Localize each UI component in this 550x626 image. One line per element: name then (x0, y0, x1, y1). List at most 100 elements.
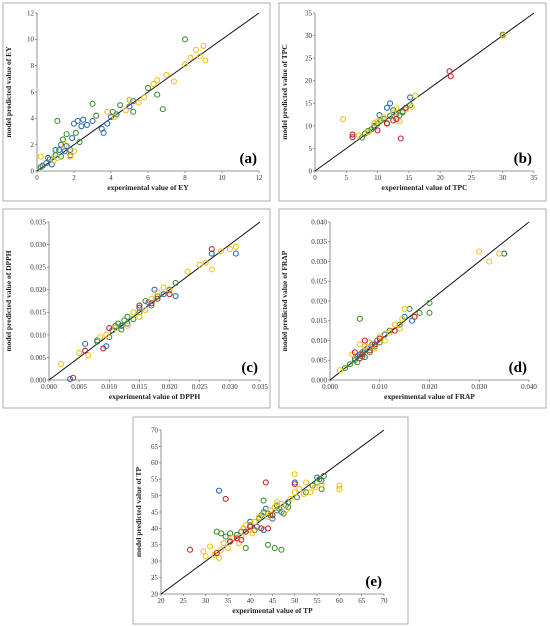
data-point-blue (67, 376, 74, 383)
data-point-yellow (356, 341, 363, 348)
x-tick-label: 25 (180, 597, 188, 605)
identity-line (48, 221, 261, 381)
y-tick-label: 20 (305, 77, 313, 85)
data-point-yellow (135, 99, 142, 106)
data-point-green (293, 494, 301, 501)
panel-label: (d) (509, 360, 527, 376)
data-point-blue (126, 103, 133, 110)
x-tick-label: 10 (374, 174, 382, 182)
data-point-green (115, 320, 122, 327)
x-tick-label: 0.020 (162, 383, 178, 391)
data-point-yellow (97, 334, 104, 341)
panel-label: (a) (240, 151, 258, 167)
data-point-yellow (154, 288, 161, 296)
data-point-green (63, 131, 70, 138)
y-tick-label: 15 (305, 100, 313, 108)
data-point-blue (381, 331, 388, 338)
data-point-yellow (112, 325, 119, 332)
data-point-yellow (390, 110, 397, 117)
data-point-yellow (381, 337, 388, 344)
y-tick-label: 2 (31, 141, 35, 149)
x-tick-label: 40 (247, 597, 255, 605)
data-point-yellow (160, 284, 167, 291)
y-tick-label: 8 (31, 62, 35, 70)
data-point-green (130, 316, 137, 323)
data-point-green (67, 146, 74, 153)
data-point-yellow (486, 258, 493, 265)
data-point-yellow (163, 71, 170, 78)
x-tick-label: 0.040 (521, 383, 537, 391)
data-point-yellow (184, 268, 191, 275)
data-point-yellow (340, 116, 347, 123)
x-tick-label: 0.005 (71, 383, 87, 391)
data-point-yellow (67, 153, 74, 160)
data-point-yellow (376, 333, 383, 340)
data-point-green (264, 541, 272, 548)
data-point-green (52, 146, 59, 153)
data-point-green (374, 120, 381, 127)
data-point-green (366, 349, 373, 356)
data-point-green (72, 129, 79, 136)
data-point-yellow (300, 490, 307, 498)
data-point-yellow (282, 507, 289, 514)
data-point-red (208, 246, 215, 253)
data-point-yellow (187, 54, 194, 61)
y-tick-label: 12 (27, 9, 35, 17)
data-point-red (383, 120, 391, 127)
data-point-red (82, 347, 89, 354)
data-point-blue (89, 117, 96, 125)
data-point-red (100, 345, 107, 352)
data-point-red (262, 479, 269, 486)
x-tick-label: 70 (381, 597, 389, 605)
data-point-blue (387, 100, 394, 107)
y-tick-label: 35 (151, 541, 159, 549)
y-tick-label: 0.035 (311, 238, 327, 246)
data-point-yellow (291, 489, 298, 496)
data-point-yellow (412, 92, 419, 99)
data-point-blue (215, 487, 223, 494)
data-point-green (37, 164, 44, 171)
data-point-yellow (355, 132, 362, 139)
x-tick-label: 15 (405, 174, 413, 182)
y-tick-label: 0.010 (30, 331, 46, 339)
data-point-red (390, 117, 397, 124)
data-point-yellow (70, 148, 78, 155)
y-tick-label: 30 (151, 558, 159, 566)
data-point-red (402, 104, 409, 111)
data-point-yellow (154, 77, 161, 84)
data-point-green (159, 106, 166, 113)
data-point-yellow (380, 114, 387, 121)
data-point-yellow (37, 153, 44, 160)
x-tick-label: 0.030 (222, 383, 238, 391)
data-point-red (166, 291, 173, 298)
data-point-red (397, 135, 404, 142)
data-point-yellow (386, 329, 393, 336)
y-tick-label: 5 (309, 145, 313, 153)
x-tick-label: 60 (336, 597, 344, 605)
y-tick-label: 25 (305, 55, 313, 63)
data-point-blue (56, 146, 63, 153)
data-point-green (222, 533, 229, 540)
y-tick-label: 4 (31, 115, 35, 123)
data-point-red (186, 546, 194, 553)
data-point-yellow (336, 482, 343, 489)
data-point-yellow (396, 325, 403, 332)
data-point-yellow (393, 105, 400, 112)
data-point-green (121, 317, 128, 324)
x-tick-label: 0.000 (41, 383, 57, 391)
data-point-green (426, 309, 433, 316)
x-tick-label: 0 (35, 174, 39, 182)
y-axis-label: model predicted value of FRAP (280, 250, 289, 351)
data-point-green (117, 102, 124, 109)
data-point-green (218, 530, 225, 537)
y-tick-label: 0.030 (311, 258, 327, 266)
x-tick-label: 8 (183, 174, 187, 182)
data-point-red (291, 481, 298, 488)
y-tick-label: 0.035 (30, 218, 46, 226)
y-tick-label: 0.005 (311, 357, 327, 365)
data-point-yellow (399, 315, 406, 322)
data-point-blue (43, 160, 50, 167)
data-point-blue (57, 141, 65, 148)
data-point-yellow (232, 243, 239, 250)
y-tick-label: 40 (151, 525, 159, 533)
